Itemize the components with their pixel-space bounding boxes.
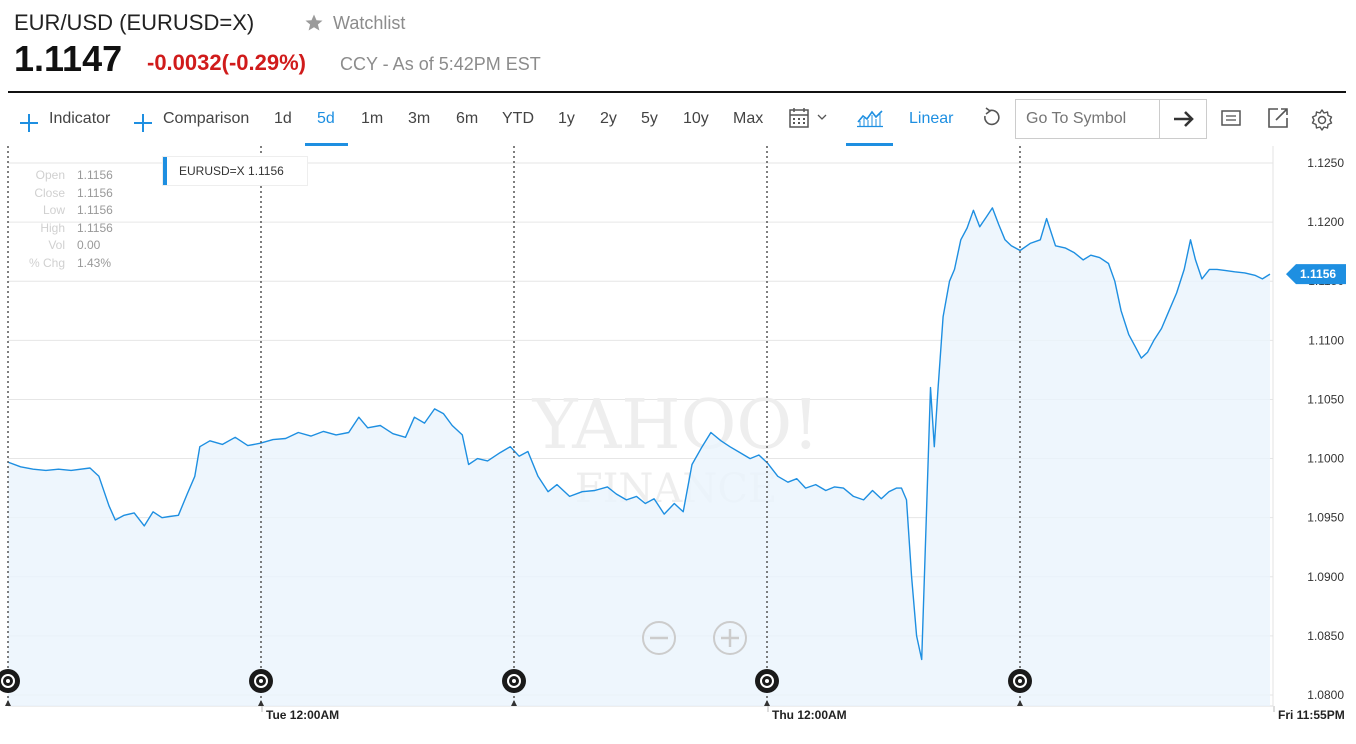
current-price-tag: 1.1156 [1286, 264, 1346, 285]
zoom-out-button[interactable] [642, 621, 676, 655]
x-axis: Tue 12:00AM Thu 12:00AM Fri 11:55PM [261, 706, 1345, 722]
last-price: 1.1147 [14, 38, 123, 79]
x-tick-label: Tue 12:00AM [266, 708, 339, 722]
y-tick-label: 1.0900 [1307, 570, 1344, 584]
change-value: -0.0032 [147, 50, 222, 75]
range-ytd[interactable]: YTD [502, 110, 534, 127]
zoom-in-button[interactable] [713, 621, 747, 655]
event-marker-icon[interactable] [1008, 669, 1032, 706]
series-legend[interactable]: EURUSD=X 1.1156 [162, 156, 308, 186]
event-marker-icon[interactable] [0, 669, 20, 706]
range-5y[interactable]: 5y [641, 110, 658, 127]
day-dividers [0, 146, 1032, 706]
y-tick-label: 1.1100 [1308, 333, 1344, 347]
y-tick-label: 1.1200 [1307, 215, 1344, 229]
price-line [7, 207, 1271, 661]
range-3m[interactable]: 3m [408, 110, 431, 127]
reset-icon[interactable] [980, 106, 1002, 130]
header-divider [8, 91, 1346, 93]
range-5d[interactable]: 5d [317, 110, 335, 127]
arrow-right-icon [1174, 111, 1194, 127]
range-max[interactable]: Max [733, 110, 764, 127]
currency-note: CCY - As of 5:42PM EST [340, 54, 541, 74]
ohlc-row-close: Close 1.1156 [34, 185, 113, 200]
indicator-button[interactable]: Indicator [49, 110, 111, 127]
y-tick-label: 1.0850 [1307, 629, 1344, 643]
series-legend-label: EURUSD=X 1.1156 [179, 164, 284, 178]
range-1m[interactable]: 1m [361, 110, 384, 127]
change-percent: (-0.29%) [221, 50, 306, 75]
expand-icon[interactable] [1266, 106, 1290, 130]
x-tick-label: Thu 12:00AM [772, 708, 847, 722]
y-tick-label: 1.0800 [1307, 688, 1344, 702]
print-icon[interactable] [1220, 108, 1242, 130]
range-6m[interactable]: 6m [456, 110, 479, 127]
ohlc-row-pct-chg: % Chg 1.43% [28, 255, 112, 270]
y-tick-label: 1.1000 [1307, 452, 1344, 466]
ohlc-row-low: Low 1.1156 [42, 203, 113, 217]
ohlc-row-vol: Vol 0.00 [48, 238, 101, 252]
price-area [8, 207, 1270, 706]
event-marker-icon[interactable] [755, 669, 779, 706]
selected-range-indicator [305, 143, 348, 146]
comparison-button[interactable]: Comparison [163, 110, 250, 127]
ohlc-tooltip: Open 1.1156 Close 1.1156 Low 1.1156 High 1.1… [14, 168, 113, 273]
price-change: -0.0032(-0.29%) [147, 50, 306, 76]
y-tick-label: 1.1250 [1307, 156, 1344, 170]
zoom-in-icon[interactable] [713, 621, 747, 655]
plus-icon[interactable] [20, 114, 38, 132]
event-marker-icon[interactable] [249, 669, 273, 706]
range-10y[interactable]: 10y [683, 110, 709, 127]
current-price-label: 1.1156 [1300, 267, 1336, 281]
price-chart[interactable]: YAHOO! FINANCE 1.08001.08501.09001.09501… [0, 146, 1356, 744]
chart-type-icon[interactable] [856, 108, 884, 128]
star-icon[interactable] [304, 13, 324, 33]
svg-text:YAHOO!: YAHOO! [532, 386, 820, 465]
page-title: EUR/USD (EURUSD=X) [14, 10, 255, 35]
y-tick-label: 1.0950 [1307, 511, 1344, 525]
y-axis: 1.0800 1.0850 1.0900 1.0950 1.1000 1.1050 1.11… [1272, 146, 1344, 706]
ohlc-row-open: Open 1.1156 [35, 168, 113, 182]
zoom-out-icon[interactable] [642, 621, 676, 655]
range-2y[interactable]: 2y [600, 110, 617, 127]
series-color-swatch [163, 157, 167, 185]
watchlist-button[interactable]: Watchlist [333, 13, 406, 33]
scale-toggle[interactable]: Linear [909, 110, 954, 127]
ohlc-row-high: High 1.1156 [40, 220, 113, 235]
calendar-icon[interactable] [788, 107, 832, 131]
settings-gear-icon[interactable] [1310, 108, 1334, 132]
range-1d[interactable]: 1d [274, 110, 292, 127]
go-button[interactable] [1159, 99, 1207, 139]
y-tick-label: 1.1050 [1307, 392, 1344, 406]
range-1y[interactable]: 1y [558, 110, 575, 127]
plus-icon[interactable] [134, 114, 152, 132]
x-tick-label: Fri 11:55PM [1278, 708, 1345, 722]
symbol-search-input[interactable] [1015, 99, 1159, 139]
selected-chart-indicator [846, 143, 893, 146]
event-marker-icon[interactable] [502, 669, 526, 706]
